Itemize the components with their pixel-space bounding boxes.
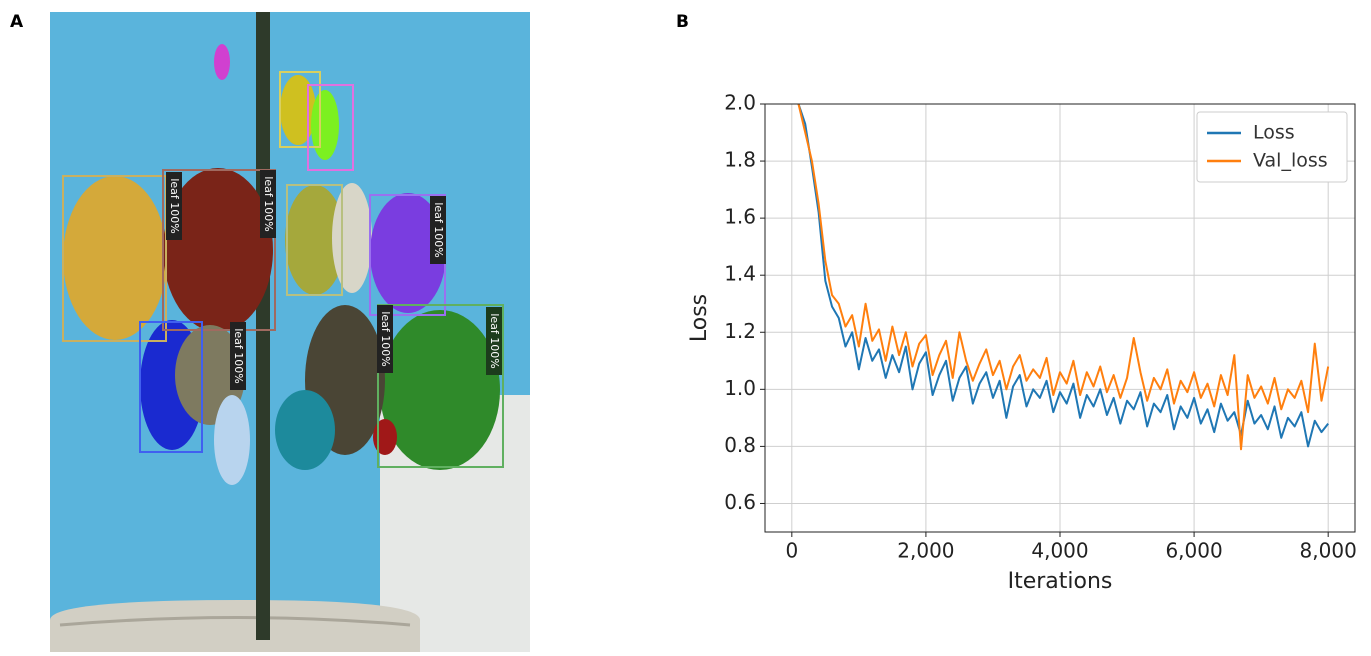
legend-label: Loss <box>1253 122 1295 144</box>
x-tick-label: 6,000 <box>1165 539 1222 563</box>
line-series <box>797 104 1330 451</box>
detection-label: leaf 100% leaf 100% leaf 100% leaf 100% … <box>166 170 502 390</box>
legend-label: Val_loss <box>1253 150 1328 172</box>
x-tick-label: 0 <box>785 539 798 563</box>
axes-frame <box>764 103 1356 533</box>
y-axis-label: Loss <box>687 294 712 342</box>
x-tick-label: 2,000 <box>897 539 954 563</box>
y-tick-label: 1.8 <box>724 148 756 172</box>
y-tick-label: 1.0 <box>724 376 756 400</box>
y-tick-label: 0.6 <box>724 490 756 514</box>
y-tick-label: 2.0 <box>724 91 756 115</box>
x-tick-label: 4,000 <box>1031 539 1088 563</box>
x-tick-label: 8,000 <box>1300 539 1357 563</box>
detection-label: leaf 100% <box>262 176 275 231</box>
x-axis-label: Iterations <box>1008 569 1113 594</box>
y-tick-label: 0.8 <box>724 433 756 457</box>
detection-label: leaf 100% <box>232 328 245 383</box>
detection-label: leaf 100% <box>168 178 181 233</box>
y-tick-label: 1.6 <box>724 205 756 229</box>
detection-label: leaf 100% <box>488 313 501 368</box>
y-tick-label: 1.4 <box>724 262 756 286</box>
photo: leaf 100% leaf 100% leaf 100% leaf 100% … <box>50 12 530 652</box>
detection-label: leaf 100% <box>432 202 445 257</box>
detection-label: leaf 100% <box>379 311 392 366</box>
legend-box <box>1196 111 1348 183</box>
panel-label: B <box>676 12 689 32</box>
panel-label: A <box>10 12 24 32</box>
y-tick-label: 1.2 <box>724 319 756 343</box>
